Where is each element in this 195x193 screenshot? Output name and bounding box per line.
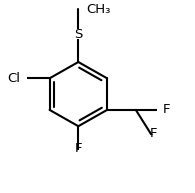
Text: CH₃: CH₃ [86,3,110,16]
Text: Cl: Cl [7,72,20,85]
Text: F: F [163,103,170,116]
FancyBboxPatch shape [13,74,27,83]
FancyBboxPatch shape [73,30,84,39]
FancyBboxPatch shape [73,150,84,160]
FancyBboxPatch shape [157,105,168,114]
FancyBboxPatch shape [148,135,158,144]
Text: S: S [74,28,82,41]
Text: F: F [149,127,157,140]
Text: F: F [75,142,82,155]
